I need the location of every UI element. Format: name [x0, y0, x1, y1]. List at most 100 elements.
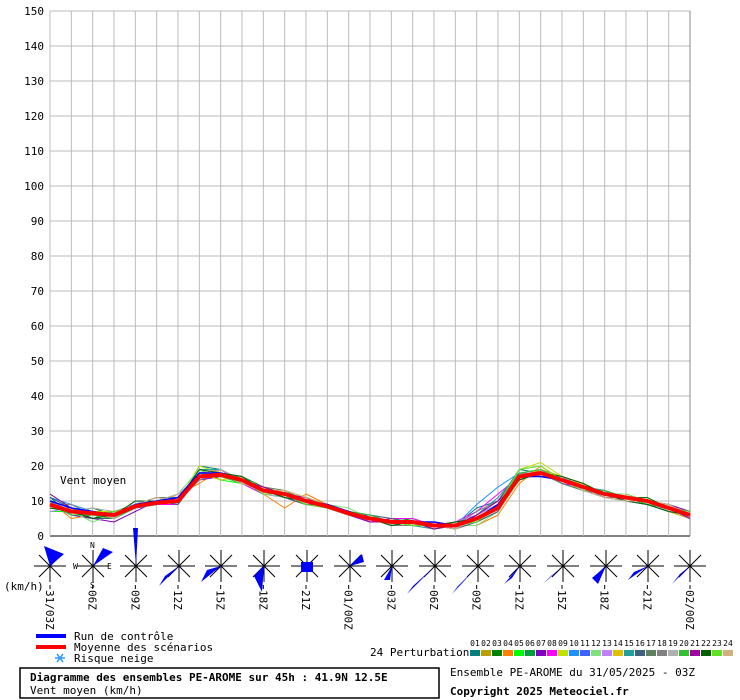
legend-label: Risque neige — [74, 652, 153, 665]
annotation: Vent moyen — [60, 474, 126, 487]
legend-label: 07 — [536, 639, 546, 648]
legend-label: Moyenne des scénarios — [74, 641, 213, 654]
legend-swatch — [646, 650, 656, 656]
x-tick-label: 06Z — [86, 590, 99, 610]
title-box — [19, 667, 440, 699]
legend-swatch — [723, 650, 733, 656]
svg-text:E: E — [107, 562, 112, 571]
legend-label: 23 — [712, 639, 722, 648]
legend-label: 04 — [503, 639, 513, 648]
legend-swatch — [481, 650, 491, 656]
y-tick-label: 40 — [31, 390, 44, 403]
legend-label: Run de contrôle — [74, 630, 173, 643]
legend-swatch — [701, 650, 711, 656]
legend-swatch — [492, 650, 502, 656]
y-tick-label: 10 — [31, 495, 44, 508]
y-unit: (km/h) — [4, 580, 44, 593]
legend-swatch — [558, 650, 568, 656]
legend-swatch — [635, 650, 645, 656]
perturbations-label: 24 Perturbations — [370, 646, 476, 659]
legend-swatch — [514, 650, 524, 656]
legend-swatch — [470, 650, 480, 656]
x-tick-label: 18Z — [598, 590, 611, 610]
legend-label: 17 — [646, 639, 656, 648]
legend-swatch — [657, 650, 667, 656]
legend-label: 16 — [635, 639, 645, 648]
legend-label: 15 — [624, 639, 634, 648]
legend-swatch — [580, 650, 590, 656]
legend-label: 03 — [492, 639, 502, 648]
grid — [49, 10, 691, 537]
subtitle: Vent moyen (km/h) — [30, 684, 143, 697]
legend-label: 20 — [679, 639, 689, 648]
legend-label: 10 — [569, 639, 579, 648]
legend-label: 09 — [558, 639, 568, 648]
legend-label: 18 — [657, 639, 667, 648]
series-line — [49, 471, 691, 528]
y-tick-label: 90 — [31, 215, 44, 228]
legend-label: 05 — [514, 639, 524, 648]
plot — [49, 462, 691, 530]
legend-label: 13 — [602, 639, 612, 648]
x-tick-label: 21Z — [299, 590, 312, 610]
snow-icon — [55, 653, 65, 663]
legend-swatch — [547, 650, 557, 656]
y-tick-label: 130 — [24, 75, 44, 88]
x-tick-label: 02/00Z — [683, 590, 696, 630]
legend-label: 14 — [613, 639, 623, 648]
legend-label: 19 — [668, 639, 678, 648]
x-tick-label: 31/03Z — [43, 590, 56, 630]
legend-label: 24 — [723, 639, 733, 648]
legend-label: 01 — [470, 639, 480, 648]
y-tick-label: 110 — [24, 145, 44, 158]
x-tick-label: 12Z — [512, 590, 525, 610]
legend-label: 12 — [591, 639, 601, 648]
y-tick-label: 150 — [24, 5, 44, 18]
legend-swatch — [602, 650, 612, 656]
y-tick-label: 140 — [24, 40, 44, 53]
y-tick-label: 50 — [31, 355, 44, 368]
x-tick-label: 18Z — [256, 590, 269, 610]
legend-label: 02 — [481, 639, 491, 648]
legend-label: 11 — [580, 639, 590, 648]
legend-swatch — [712, 650, 722, 656]
legend-label: 08 — [547, 639, 557, 648]
legend-label: 22 — [701, 639, 711, 648]
legend-swatch — [679, 650, 689, 656]
x-tick-label: 09Z — [128, 590, 141, 610]
y-tick-label: 60 — [31, 320, 44, 333]
x-tick-label: 06Z — [427, 590, 440, 610]
y-tick-label: 100 — [24, 180, 44, 193]
legend-swatch — [569, 650, 579, 656]
x-tick-label: 21Z — [640, 590, 653, 610]
svg-text:N: N — [90, 541, 95, 550]
y-tick-label: 70 — [31, 285, 44, 298]
y-tick-label: 0 — [37, 530, 44, 543]
wind-roses: NWES — [33, 528, 707, 594]
y-tick-label: 120 — [24, 110, 44, 123]
legend-swatch — [503, 650, 513, 656]
legend-swatch — [624, 650, 634, 656]
legend-swatch — [591, 650, 601, 656]
x-tick-label: 15Z — [555, 590, 568, 610]
run-info: Ensemble PE-AROME du 31/05/2025 - 03Z — [450, 666, 695, 679]
y-tick-label: 20 — [31, 460, 44, 473]
legend-swatch — [668, 650, 678, 656]
x-tick-label: 09Z — [470, 590, 483, 610]
copyright: Copyright 2025 Meteociel.fr — [450, 685, 629, 698]
x-tick-label: 15Z — [214, 590, 227, 610]
legend-swatch — [690, 650, 700, 656]
legend-swatch — [613, 650, 623, 656]
x-tick-label: 12Z — [171, 590, 184, 610]
x-tick-label: 01/00Z — [342, 590, 355, 630]
legend-swatch — [536, 650, 546, 656]
legend-swatch — [525, 650, 535, 656]
y-tick-label: 80 — [31, 250, 44, 263]
y-tick-label: 30 — [31, 425, 44, 438]
legend-label: 21 — [690, 639, 700, 648]
title: Diagramme des ensembles PE-AROME sur 45h… — [30, 671, 388, 684]
legend-label: 06 — [525, 639, 535, 648]
x-tick-label: 03Z — [384, 590, 397, 610]
svg-text:W: W — [73, 562, 78, 571]
